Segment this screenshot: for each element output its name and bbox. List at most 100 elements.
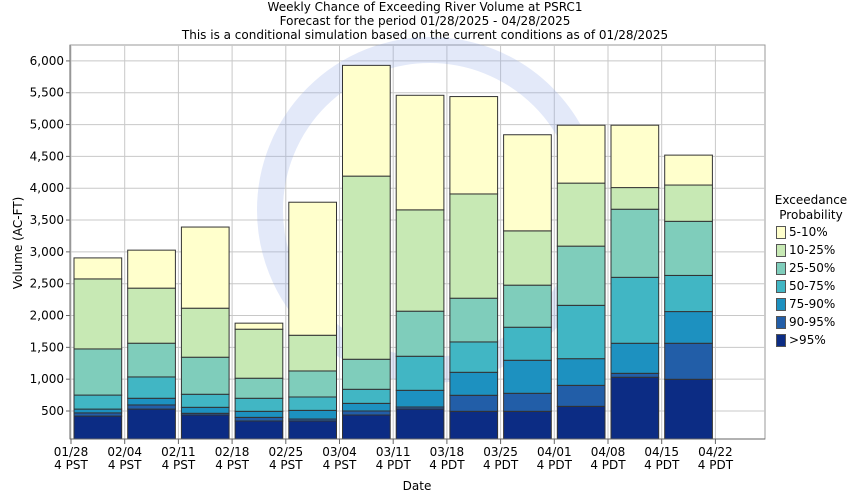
bar-25-50--02-04 [127,342,176,378]
bar-90-95--04-08 [610,372,660,378]
x-tick-sublabel: 4 PST [162,458,196,472]
legend-swatch [776,279,786,293]
bar-10-25--04-15 [664,184,713,222]
legend-title-2: Probability [779,208,843,222]
x-tick-sublabel: 4 PST [269,458,303,472]
bar-50-75--02-04 [127,376,176,399]
bar-25-50--03-11 [395,310,445,357]
bar-75-90--02-04 [127,397,176,406]
bar-75-90--03-25 [503,359,552,394]
bar-50-75--01-28 [73,394,123,410]
y-tick-label: 500 [41,404,64,418]
legend-item: >95% [776,331,850,349]
bar-25-50--04-08 [610,208,660,278]
legend-label: 10-25% [789,243,836,257]
bar--95--02-11 [180,414,230,440]
x-tick-sublabel: 4 PDT [590,458,626,472]
y-tick-label: 4,500 [30,149,64,163]
x-tick-label: 01/28 [54,445,89,459]
bar-75-90--01-28 [73,408,123,414]
bar-75-90--03-04 [342,402,391,412]
x-tick-label: 02/18 [215,445,250,459]
bar-10-25--04-08 [610,187,660,210]
x-tick-sublabel: 4 PST [108,458,142,472]
legend-swatch [776,243,786,257]
bar-50-75--02-18 [234,397,284,412]
chart-subtitle-2: This is a conditional simulation based o… [181,28,669,42]
y-tick-label: 3,000 [30,245,64,259]
bar-25-50--01-28 [73,348,123,396]
bar-10-25--03-11 [395,209,445,312]
legend-label: 50-75% [789,279,836,293]
bar--95--03-11 [395,408,445,440]
x-tick-sublabel: 4 PST [215,458,249,472]
chart-title: Weekly Chance of Exceeding River Volume … [267,0,583,14]
bar-50-75--03-11 [395,355,445,391]
x-tick-label: 02/25 [269,445,304,459]
bar--95--04-01 [556,405,606,440]
bar-50-75--04-15 [664,274,713,313]
bar-25-50--02-11 [180,356,230,395]
bar-75-90--04-01 [556,358,606,386]
bar-75-90--02-25 [288,409,337,420]
bar-75-90--03-11 [395,389,445,408]
bar--95--02-25 [288,420,337,440]
x-tick-label: 04/15 [644,445,679,459]
legend-item: 75-90% [776,295,850,313]
bar-10-25--02-25 [288,334,337,372]
legend-item: 10-25% [776,241,850,259]
bar-75-90--02-18 [234,410,284,418]
legend-label: 25-50% [789,261,836,275]
legend: Exceedance Probability 5-10% 10-25% 25-50%… [772,193,850,349]
bar-5-10--03-04 [342,64,391,177]
y-tick-label: 4,000 [30,181,64,195]
y-tick-label: 1,000 [30,372,64,386]
chart-subtitle: Forecast for the period 01/28/2025 - 04/… [279,14,571,28]
bar-10-25--03-04 [342,175,391,360]
bar--95--04-15 [664,378,713,440]
bar-5-10--03-25 [503,134,552,232]
legend-swatch [776,261,786,275]
bar--95--03-18 [449,410,499,440]
bar-10-25--04-01 [556,182,606,247]
bar-90-95--03-25 [503,392,552,412]
bar-90-95--02-04 [127,404,176,410]
bars [73,64,713,440]
x-tick-sublabel: 4 PDT [429,458,465,472]
bar-5-10--03-11 [395,94,445,211]
bar-75-90--04-15 [664,311,713,344]
x-tick-sublabel: 4 PDT [483,458,519,472]
legend-item: 90-95% [776,313,850,331]
bar--95--03-25 [503,410,552,440]
x-tick-label: 04/08 [591,445,626,459]
legend-swatch [776,333,786,347]
bar-25-50--02-18 [234,377,284,399]
bar-90-95--04-15 [664,342,713,380]
bar-50-75--03-18 [449,341,499,373]
bar-10-25--02-11 [180,307,230,358]
legend-item: 50-75% [776,277,850,295]
legend-label: 5-10% [789,225,828,239]
bar-90-95--02-18 [234,416,284,422]
legend-item: 5-10% [776,223,850,241]
bar-75-90--02-11 [180,406,230,414]
y-tick-label: 5,000 [30,118,64,132]
legend-swatch [776,297,786,311]
bar-25-50--03-25 [503,284,552,328]
y-tick-label: 2,000 [30,309,64,323]
bar-75-90--04-08 [610,342,660,374]
bar--95--02-18 [234,420,284,440]
y-tick-label: 5,500 [30,86,64,100]
legend-swatch [776,315,786,329]
x-tick-sublabel: 4 PDT [537,458,573,472]
y-axis-label: Volume (AC-FT) [11,197,25,290]
bar-5-10--02-04 [127,249,176,289]
y-tick-label: 2,500 [30,277,64,291]
bar-5-10--04-15 [664,154,713,186]
bar-5-10--01-28 [73,257,123,280]
bar-25-50--04-01 [556,245,606,306]
y-tick-label: 1,500 [30,340,64,354]
bar-5-10--02-11 [180,226,230,309]
